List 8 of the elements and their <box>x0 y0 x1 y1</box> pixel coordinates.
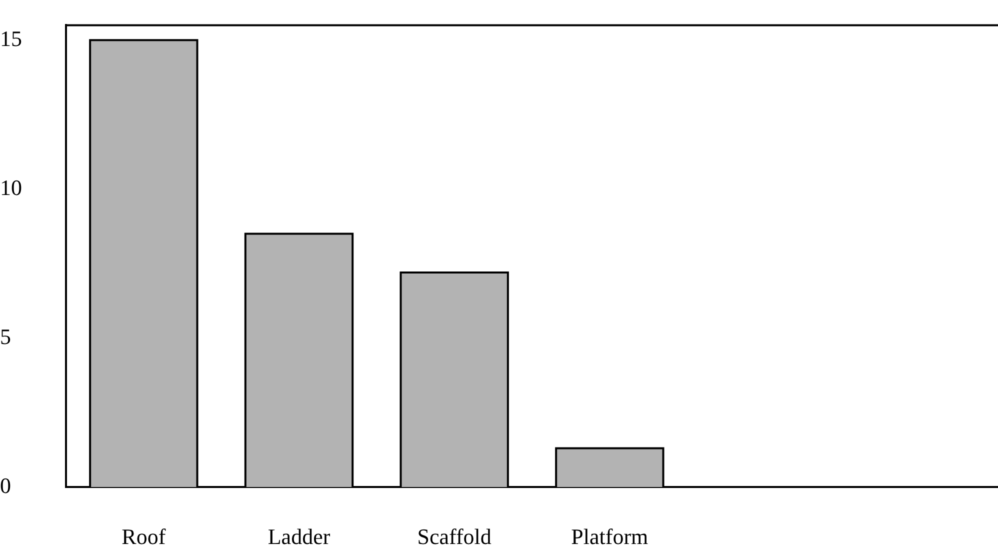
x-tick-label: Scaffold <box>417 524 492 549</box>
y-tick-label: 5 <box>0 324 11 349</box>
y-tick-label: 10 <box>0 174 22 200</box>
x-tick-label: Ladder <box>268 524 331 549</box>
x-tick-label: Roof <box>122 524 166 549</box>
x-tick-label: Platform <box>571 524 648 549</box>
y-tick-label: 15 <box>0 26 22 51</box>
y-tick-label: 0 <box>0 472 11 498</box>
